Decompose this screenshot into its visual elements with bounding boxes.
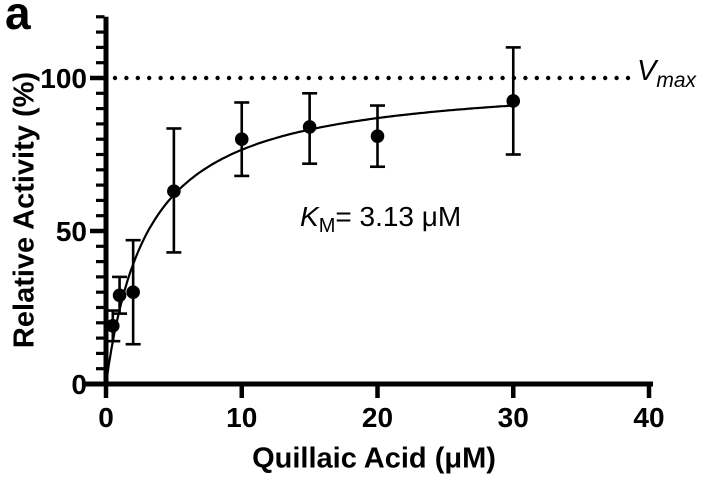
vmax-subscript: max (656, 69, 697, 92)
svg-text:100: 100 (40, 63, 87, 94)
svg-text:50: 50 (56, 216, 87, 247)
svg-text:0: 0 (98, 402, 114, 433)
vmax-label: Vmax (637, 55, 696, 93)
x-axis-title: Quillaic Acid (μM) (252, 442, 496, 475)
svg-text:40: 40 (633, 402, 664, 433)
svg-text:30: 30 (498, 402, 529, 433)
km-annotation: KM= 3.13 μM (300, 201, 461, 238)
svg-text:20: 20 (362, 402, 393, 433)
panel-label: a (5, 0, 31, 39)
km-symbol: K (300, 201, 319, 232)
km-subscript: M (318, 215, 336, 237)
svg-text:0: 0 (71, 369, 87, 400)
svg-text:10: 10 (226, 402, 257, 433)
vmax-symbol: V (637, 55, 657, 87)
km-value: = 3.13 μM (335, 201, 462, 232)
y-axis-title: Relative Activity (%) (8, 71, 41, 349)
